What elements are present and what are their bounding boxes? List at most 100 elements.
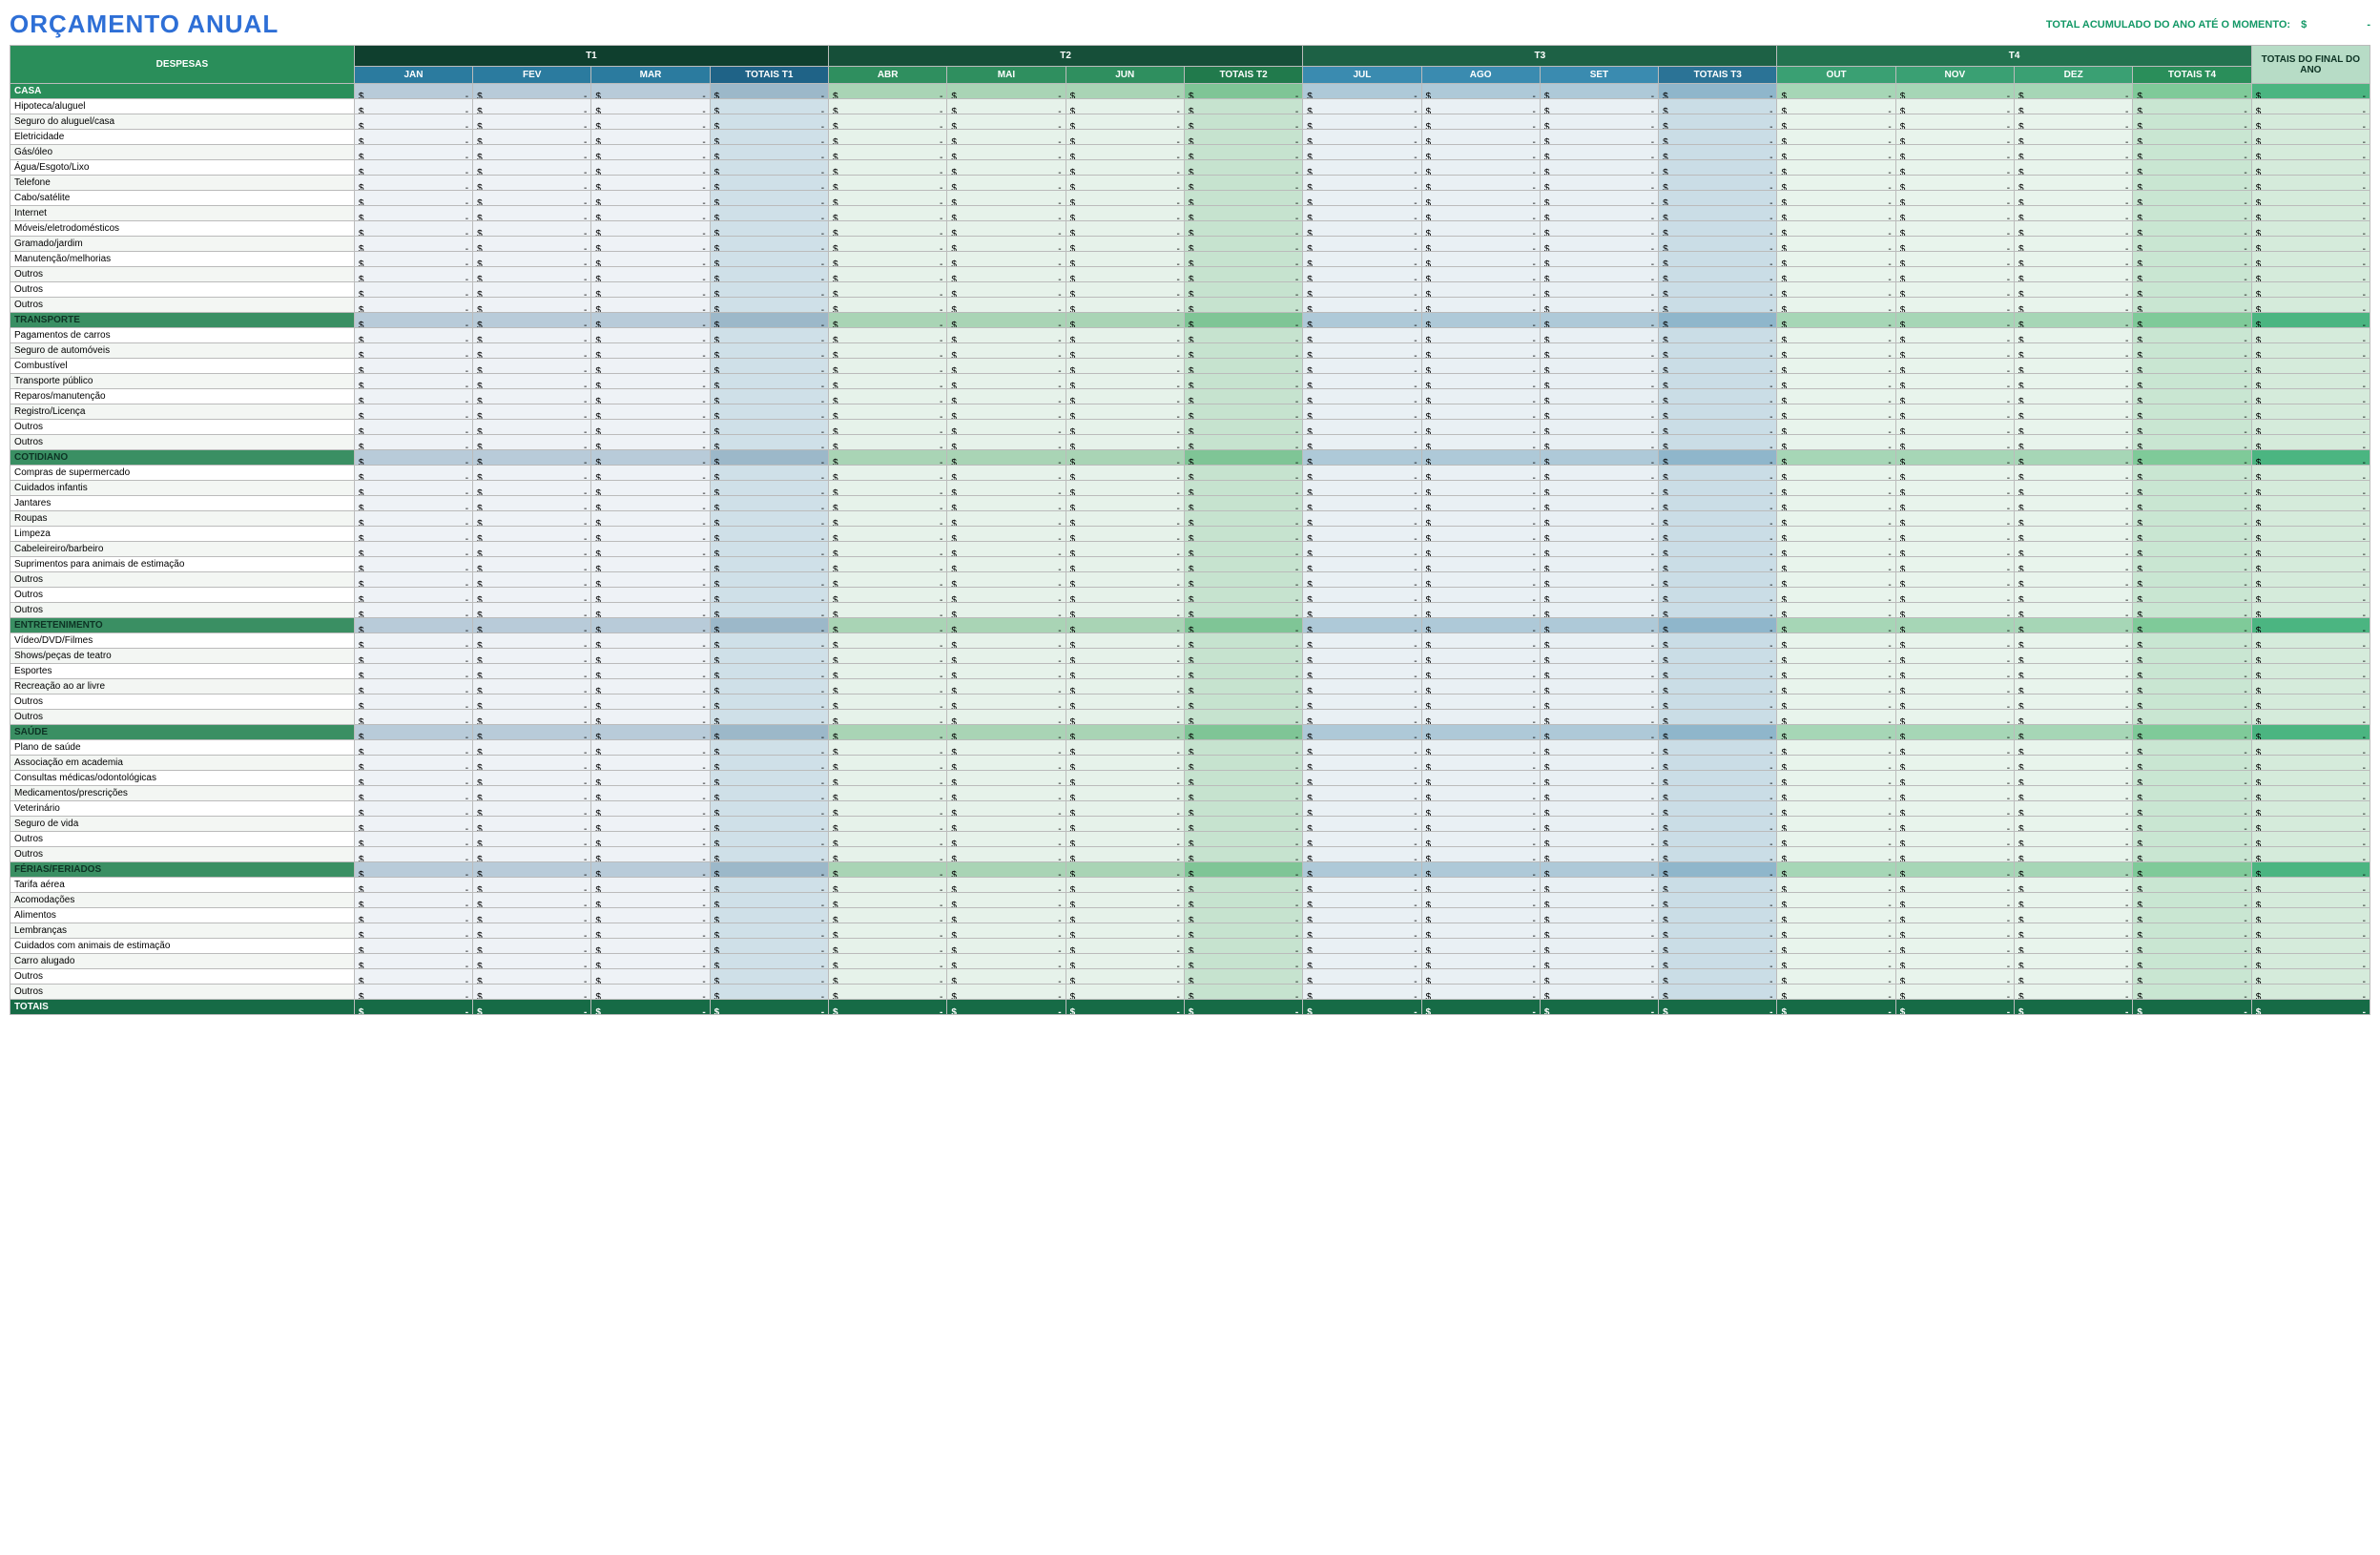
money-cell[interactable]: $-: [591, 923, 710, 939]
money-cell[interactable]: $-: [591, 557, 710, 572]
money-cell[interactable]: $-: [354, 114, 472, 130]
money-cell[interactable]: $-: [2015, 114, 2133, 130]
money-cell[interactable]: $-: [473, 282, 591, 298]
money-cell[interactable]: $-: [473, 633, 591, 649]
money-cell[interactable]: $-: [354, 496, 472, 511]
money-cell[interactable]: $-: [2015, 923, 2133, 939]
money-cell[interactable]: $-: [354, 282, 472, 298]
money-cell[interactable]: $-: [1066, 252, 1184, 267]
money-cell[interactable]: $-: [1066, 664, 1184, 679]
money-cell[interactable]: $-: [829, 511, 947, 527]
money-cell[interactable]: $-: [591, 252, 710, 267]
money-cell[interactable]: $-: [591, 328, 710, 343]
money-cell[interactable]: $-: [2015, 771, 2133, 786]
money-cell[interactable]: $-: [1066, 359, 1184, 374]
money-cell[interactable]: $-: [1540, 282, 1658, 298]
money-cell[interactable]: $-: [829, 359, 947, 374]
money-cell[interactable]: $-: [354, 923, 472, 939]
money-cell[interactable]: $-: [947, 771, 1066, 786]
money-cell[interactable]: $-: [1303, 359, 1421, 374]
money-cell[interactable]: $-: [829, 832, 947, 847]
money-cell[interactable]: $-: [1540, 145, 1658, 160]
money-cell[interactable]: $-: [1540, 343, 1658, 359]
money-cell[interactable]: $-: [1421, 328, 1540, 343]
money-cell[interactable]: $-: [354, 389, 472, 404]
money-cell[interactable]: $-: [354, 695, 472, 710]
money-cell[interactable]: $-: [1421, 878, 1540, 893]
money-cell[interactable]: $-: [354, 466, 472, 481]
money-cell[interactable]: $-: [1895, 817, 2014, 832]
money-cell[interactable]: $-: [829, 481, 947, 496]
money-cell[interactable]: $-: [1777, 328, 1895, 343]
money-cell[interactable]: $-: [473, 328, 591, 343]
money-cell[interactable]: $-: [1421, 298, 1540, 313]
money-cell[interactable]: $-: [947, 832, 1066, 847]
money-cell[interactable]: $-: [1421, 130, 1540, 145]
money-cell[interactable]: $-: [1540, 267, 1658, 282]
money-cell[interactable]: $-: [947, 130, 1066, 145]
money-cell[interactable]: $-: [1303, 893, 1421, 908]
money-cell[interactable]: $-: [947, 923, 1066, 939]
money-cell[interactable]: $-: [1895, 649, 2014, 664]
money-cell[interactable]: $-: [473, 771, 591, 786]
money-cell[interactable]: $-: [829, 206, 947, 221]
money-cell[interactable]: $-: [947, 160, 1066, 176]
money-cell[interactable]: $-: [473, 511, 591, 527]
money-cell[interactable]: $-: [473, 923, 591, 939]
money-cell[interactable]: $-: [1777, 99, 1895, 114]
money-cell[interactable]: $-: [1066, 954, 1184, 969]
money-cell[interactable]: $-: [473, 404, 591, 420]
money-cell[interactable]: $-: [473, 466, 591, 481]
money-cell[interactable]: $-: [1303, 679, 1421, 695]
money-cell[interactable]: $-: [591, 343, 710, 359]
money-cell[interactable]: $-: [1540, 740, 1658, 756]
money-cell[interactable]: $-: [1421, 527, 1540, 542]
money-cell[interactable]: $-: [947, 557, 1066, 572]
money-cell[interactable]: $-: [1540, 923, 1658, 939]
money-cell[interactable]: $-: [1777, 771, 1895, 786]
money-cell[interactable]: $-: [1895, 496, 2014, 511]
money-cell[interactable]: $-: [1421, 252, 1540, 267]
money-cell[interactable]: $-: [1303, 603, 1421, 618]
money-cell[interactable]: $-: [473, 817, 591, 832]
money-cell[interactable]: $-: [947, 145, 1066, 160]
money-cell[interactable]: $-: [1303, 740, 1421, 756]
money-cell[interactable]: $-: [829, 99, 947, 114]
money-cell[interactable]: $-: [1895, 572, 2014, 588]
money-cell[interactable]: $-: [473, 786, 591, 801]
money-cell[interactable]: $-: [1895, 99, 2014, 114]
money-cell[interactable]: $-: [2015, 527, 2133, 542]
money-cell[interactable]: $-: [1066, 389, 1184, 404]
money-cell[interactable]: $-: [1777, 343, 1895, 359]
money-cell[interactable]: $-: [354, 679, 472, 695]
money-cell[interactable]: $-: [1421, 404, 1540, 420]
money-cell[interactable]: $-: [1540, 939, 1658, 954]
money-cell[interactable]: $-: [354, 954, 472, 969]
money-cell[interactable]: $-: [2015, 252, 2133, 267]
money-cell[interactable]: $-: [1421, 374, 1540, 389]
money-cell[interactable]: $-: [354, 710, 472, 725]
money-cell[interactable]: $-: [947, 99, 1066, 114]
money-cell[interactable]: $-: [947, 847, 1066, 862]
money-cell[interactable]: $-: [1895, 343, 2014, 359]
money-cell[interactable]: $-: [1895, 710, 2014, 725]
money-cell[interactable]: $-: [947, 939, 1066, 954]
money-cell[interactable]: $-: [1066, 374, 1184, 389]
money-cell[interactable]: $-: [354, 542, 472, 557]
money-cell[interactable]: $-: [1540, 114, 1658, 130]
money-cell[interactable]: $-: [2015, 664, 2133, 679]
money-cell[interactable]: $-: [1303, 282, 1421, 298]
money-cell[interactable]: $-: [1421, 679, 1540, 695]
money-cell[interactable]: $-: [829, 664, 947, 679]
money-cell[interactable]: $-: [591, 633, 710, 649]
money-cell[interactable]: $-: [1421, 389, 1540, 404]
money-cell[interactable]: $-: [2015, 939, 2133, 954]
money-cell[interactable]: $-: [1066, 786, 1184, 801]
money-cell[interactable]: $-: [1540, 252, 1658, 267]
money-cell[interactable]: $-: [947, 969, 1066, 985]
money-cell[interactable]: $-: [1895, 847, 2014, 862]
money-cell[interactable]: $-: [591, 572, 710, 588]
money-cell[interactable]: $-: [829, 191, 947, 206]
money-cell[interactable]: $-: [829, 939, 947, 954]
money-cell[interactable]: $-: [947, 282, 1066, 298]
